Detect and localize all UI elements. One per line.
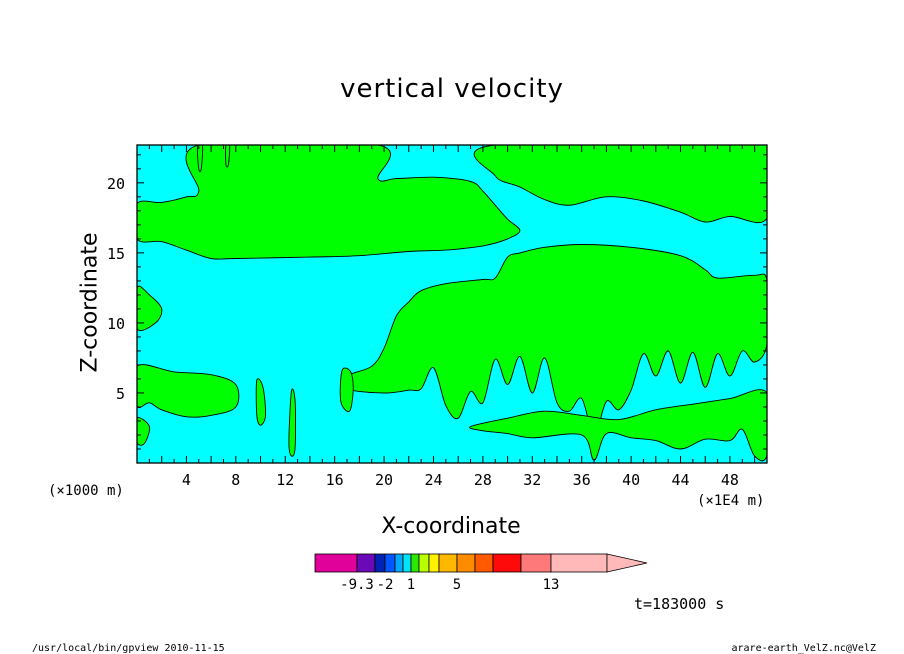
colorbar-segment (456, 553, 476, 573)
colorbar-segment (394, 553, 404, 573)
contour-region-lower-right-band (469, 389, 767, 462)
contour-region-left-edge-patch (137, 285, 163, 332)
x-unit-label: (×1000 m) (48, 483, 124, 499)
x-tick-label: 28 (474, 471, 492, 489)
colorbar-arrow (606, 553, 648, 573)
x-tick-label: 44 (671, 471, 689, 489)
x-tick-label: 4 (182, 471, 191, 489)
x-tick-label: 12 (276, 471, 294, 489)
colorbar-segment (402, 553, 412, 573)
x-tick-label: 48 (721, 471, 739, 489)
colorbar-segment (520, 553, 552, 573)
chart-title: vertical velocity (340, 74, 564, 104)
colorbar-segment (438, 553, 458, 573)
contour-region-left-low-band (137, 364, 240, 418)
x-tick-label: 32 (523, 471, 541, 489)
y-axis-ticks: 5 10 15 20 (107, 154, 767, 464)
colorbar-tick-label: -9.3 (340, 577, 374, 593)
contour-region-top-spike-x8 (225, 145, 231, 168)
x-axis-label: X-coordinate (381, 514, 521, 539)
contour-region-top-spike-x5 (196, 145, 204, 173)
x-tick-label: 40 (622, 471, 640, 489)
colorbar-tick-label: 13 (543, 577, 560, 593)
colorbar-segment (474, 553, 494, 573)
x-axis-ticks: 4 8 12 16 20 24 28 32 36 40 44 48 (136, 145, 768, 489)
time-label: t=183000 s (634, 595, 725, 613)
colorbar-segment (428, 553, 440, 573)
colorbar-tick-label: -2 (377, 577, 394, 593)
x-tick-label: 8 (231, 471, 240, 489)
y-tick-label: 20 (107, 175, 125, 193)
contour-region-blob-x17 (339, 367, 354, 413)
y-tick-label: 10 (107, 315, 125, 333)
colorbar-segment (374, 553, 386, 573)
contour-region-spike-x10 (255, 378, 267, 426)
colorbar-segment (418, 553, 430, 573)
x-tick-label: 16 (326, 471, 344, 489)
colorbar: -9.3 -2 1 5 13 (314, 553, 648, 593)
contour-regions (137, 145, 767, 462)
contour-region-left-small-lens (137, 417, 151, 446)
colorbar-tick-label: 5 (453, 577, 461, 593)
contour-region-upper-left-band (137, 145, 521, 260)
x-tick-label: 20 (375, 471, 393, 489)
footer-right-text: arare-earth_VelZ.nc@VelZ (731, 643, 877, 654)
colorbar-segment (492, 553, 522, 573)
colorbar-tick-label: 1 (407, 577, 415, 593)
contour-region-mid-right-mass (342, 244, 767, 436)
y-tick-label: 15 (107, 245, 125, 263)
colorbar-segment (550, 553, 608, 573)
footer-left-text: /usr/local/bin/gpview 2010-11-15 (32, 643, 225, 654)
contour-region-upper-right-band (473, 145, 767, 223)
colorbar-segment (410, 553, 420, 573)
colorbar-segment (356, 553, 376, 573)
x-tick-label: 24 (424, 471, 442, 489)
plot-frame (136, 144, 768, 464)
y-tick-label: 5 (116, 385, 125, 403)
contour-region-spike-x12 (288, 388, 296, 457)
x-scale-label: (×1E4 m) (697, 493, 765, 509)
y-axis-label: Z-coordinate (77, 232, 103, 373)
colorbar-segment (384, 553, 396, 573)
colorbar-segment (314, 553, 358, 573)
x-tick-label: 36 (573, 471, 591, 489)
